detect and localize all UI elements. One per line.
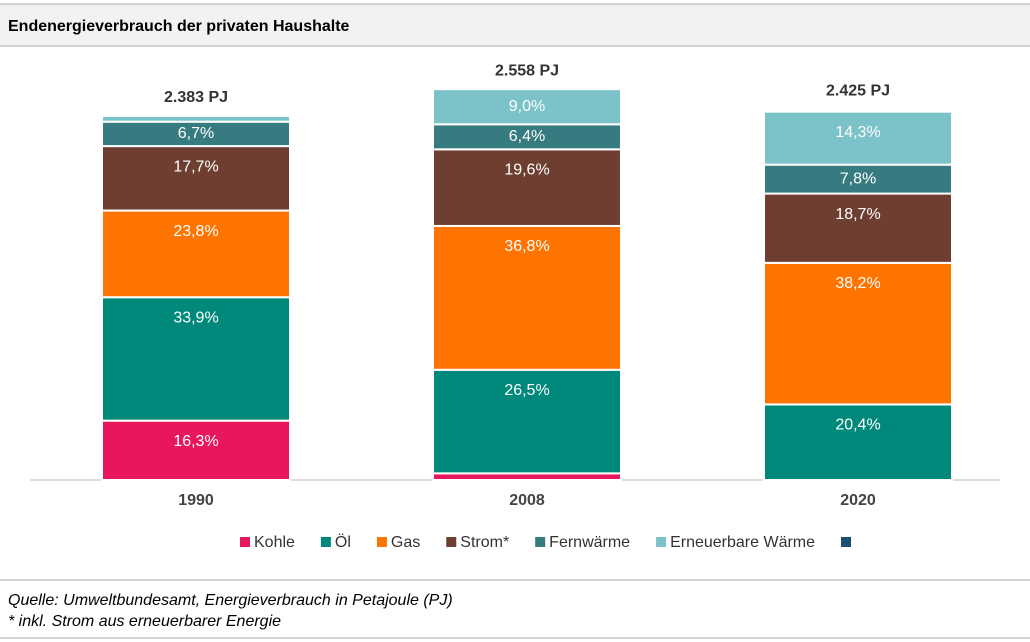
value-label: 7,8% bbox=[840, 170, 876, 187]
bar-segment bbox=[432, 148, 622, 227]
value-label: 16,3% bbox=[173, 433, 218, 450]
total-label: 2.425 PJ bbox=[826, 83, 890, 100]
footnote: * inkl. Strom aus erneuerbarer Energie bbox=[8, 613, 281, 630]
bar-segment bbox=[432, 123, 622, 151]
legend-swatch bbox=[535, 537, 546, 547]
legend-swatch bbox=[656, 537, 667, 547]
legend-label: Öl bbox=[335, 533, 351, 551]
x-tick-label: 2020 bbox=[840, 492, 876, 509]
legend-label: Strom* bbox=[460, 534, 509, 551]
bar-segment bbox=[763, 163, 953, 195]
legend-swatch bbox=[841, 537, 852, 547]
bar-segment bbox=[432, 368, 622, 475]
bar-segment bbox=[101, 209, 291, 299]
legend-label: Erneuerbare Wärme bbox=[670, 534, 815, 551]
bar-segment bbox=[101, 120, 291, 148]
bar-segment bbox=[101, 114, 291, 123]
legend-label: Kohle bbox=[254, 534, 295, 551]
bar-segment bbox=[763, 192, 953, 264]
value-label: 18,7% bbox=[835, 206, 880, 223]
legend-swatch bbox=[446, 537, 457, 547]
value-label: 6,4% bbox=[509, 128, 545, 145]
value-label: 9,0% bbox=[509, 98, 545, 115]
value-label: 17,7% bbox=[173, 158, 218, 175]
legend-swatch bbox=[240, 537, 250, 547]
source-note: Quelle: Umweltbundesamt, Energieverbrauc… bbox=[8, 592, 453, 609]
value-label: 36,8% bbox=[504, 238, 549, 255]
legend-label: Gas bbox=[391, 534, 420, 551]
value-label: 14,3% bbox=[835, 124, 880, 141]
legend-swatch bbox=[376, 537, 387, 547]
value-label: 33,9% bbox=[173, 309, 218, 326]
bar-segment bbox=[763, 261, 953, 406]
legend-label: Fernwärme bbox=[549, 534, 630, 551]
bar-segment bbox=[101, 419, 291, 481]
value-label: 38,2% bbox=[835, 275, 880, 292]
x-tick-label: 1990 bbox=[178, 492, 214, 509]
value-label: 26,5% bbox=[504, 382, 549, 399]
legend-swatch bbox=[320, 537, 331, 547]
total-label: 2.383 PJ bbox=[164, 89, 228, 106]
bar-segment bbox=[101, 296, 291, 422]
value-label: 23,8% bbox=[173, 223, 218, 240]
bar-segment bbox=[763, 110, 953, 166]
header-bg bbox=[0, 4, 1030, 46]
total-label: 2.558 PJ bbox=[495, 62, 559, 79]
bar-segment bbox=[763, 403, 953, 482]
value-label: 20,4% bbox=[835, 417, 880, 434]
bar-segment bbox=[101, 145, 291, 212]
bar-segment bbox=[432, 88, 622, 126]
x-tick-label: 2008 bbox=[509, 492, 545, 509]
value-label: 19,6% bbox=[504, 162, 549, 179]
bar-segment bbox=[432, 224, 622, 371]
value-label: 6,7% bbox=[178, 125, 214, 142]
chart-title: Endenergieverbrauch der privaten Haushal… bbox=[8, 18, 350, 35]
